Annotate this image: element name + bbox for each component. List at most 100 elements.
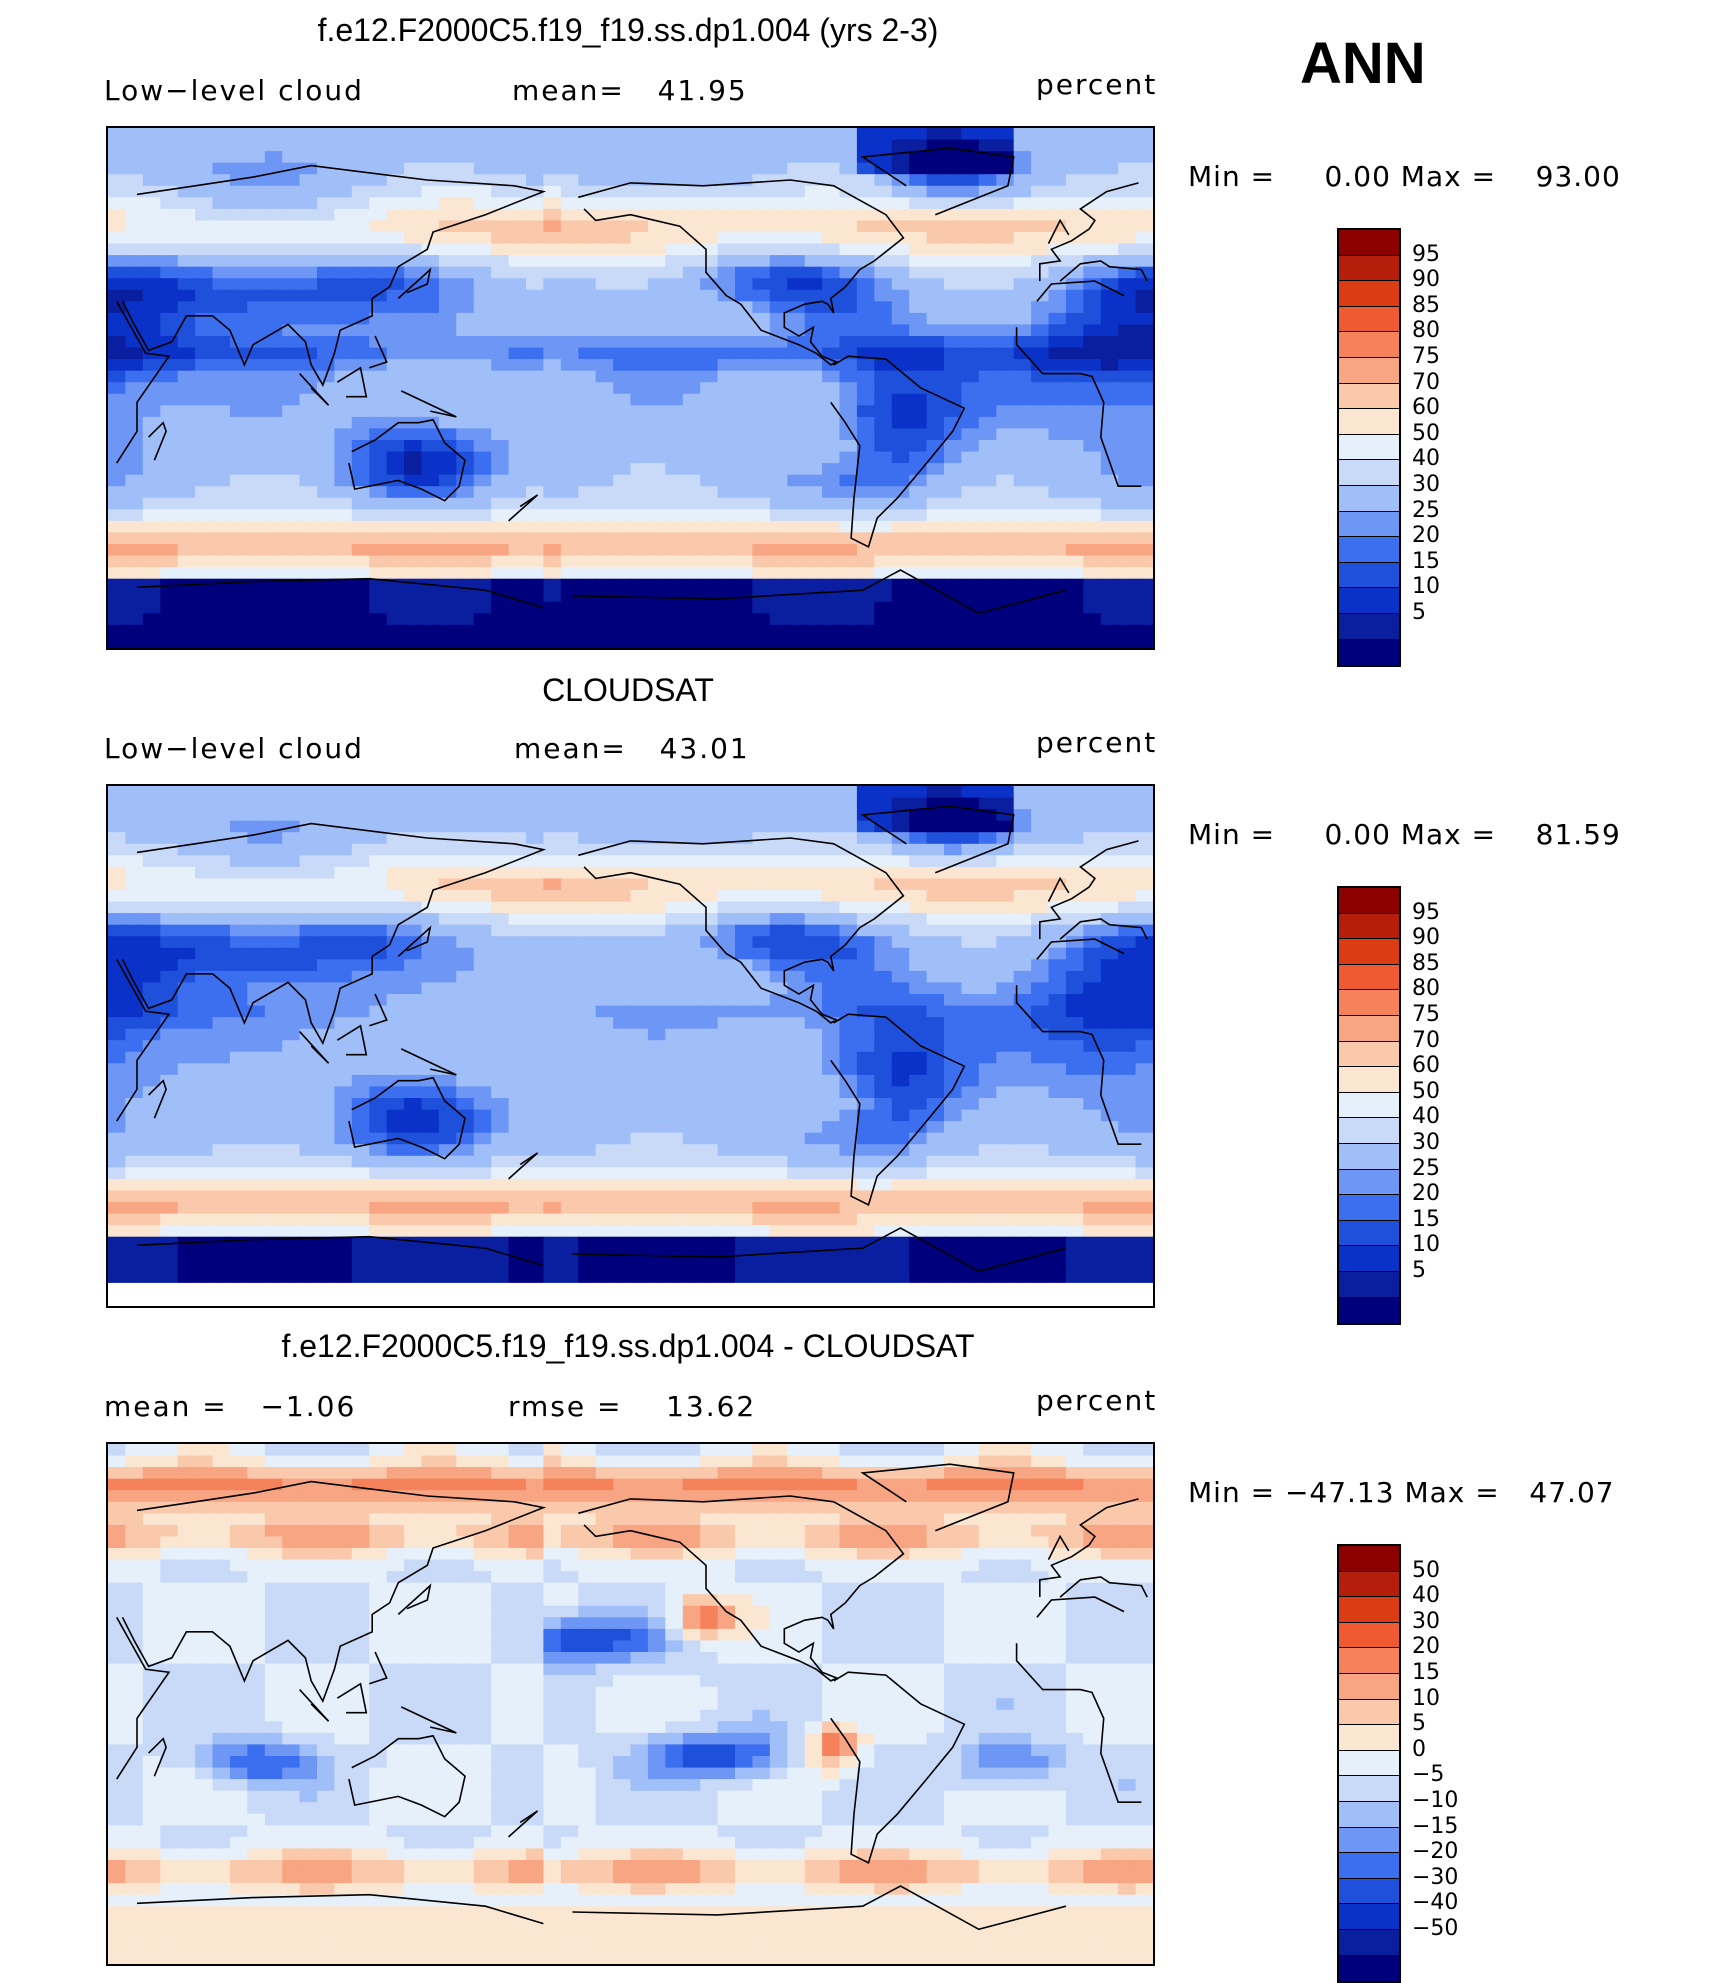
field-cell xyxy=(125,832,143,844)
field-cell xyxy=(439,1167,457,1179)
field-cell xyxy=(247,1179,265,1191)
field-cell xyxy=(439,602,457,614)
field-cell xyxy=(561,913,579,925)
field-cell xyxy=(1118,567,1136,579)
field-cell xyxy=(578,613,596,625)
field-cell xyxy=(648,844,666,856)
field-cell xyxy=(108,982,126,994)
field-cell xyxy=(143,936,161,948)
field-cell xyxy=(491,1202,509,1214)
field-cell xyxy=(1101,244,1119,256)
field-cell xyxy=(282,301,300,313)
field-cell xyxy=(683,855,701,867)
field-cell xyxy=(317,1144,335,1156)
field-cell xyxy=(247,521,265,533)
field-cells xyxy=(108,128,1153,648)
field-cell xyxy=(230,290,248,302)
field-cell xyxy=(334,971,352,983)
field-cell xyxy=(874,255,892,267)
field-cell xyxy=(874,786,892,798)
field-cell xyxy=(125,463,143,475)
field-cell xyxy=(752,821,770,833)
field-cell xyxy=(334,1167,352,1179)
field-cell xyxy=(683,1121,701,1133)
field-cell xyxy=(805,475,823,487)
field-cell xyxy=(718,1144,736,1156)
field-cell xyxy=(683,521,701,533)
field-cell xyxy=(143,890,161,902)
field-cell xyxy=(369,1029,387,1041)
field-cell xyxy=(805,290,823,302)
field-cell xyxy=(352,798,370,810)
map-canvas xyxy=(108,128,1153,648)
field-cell xyxy=(735,579,753,591)
field-cell xyxy=(474,244,492,256)
field-cell xyxy=(352,1202,370,1214)
field-cell xyxy=(874,890,892,902)
field-cell xyxy=(1083,1121,1101,1133)
field-cell xyxy=(979,348,997,360)
field-cell xyxy=(195,255,213,267)
field-cell xyxy=(996,301,1014,313)
field-cell xyxy=(404,925,422,937)
field-cell xyxy=(474,1110,492,1122)
field-cell xyxy=(1118,313,1136,325)
field-cell xyxy=(1014,971,1032,983)
field-cell xyxy=(334,636,352,648)
field-cell xyxy=(195,1075,213,1087)
field-cell xyxy=(979,428,997,440)
field-cell xyxy=(125,579,143,591)
field-cell xyxy=(735,463,753,475)
field-cell xyxy=(683,348,701,360)
field-cell xyxy=(631,394,649,406)
field-cell xyxy=(160,832,178,844)
field-cell xyxy=(1136,1086,1153,1098)
field-cell xyxy=(456,902,474,914)
field-cell xyxy=(387,509,405,521)
field-cell xyxy=(334,394,352,406)
field-cell xyxy=(456,1190,474,1202)
field-cell xyxy=(1118,1040,1136,1052)
field-cell xyxy=(213,994,231,1006)
field-cell xyxy=(1031,809,1049,821)
field-cell xyxy=(631,994,649,1006)
field-cell xyxy=(352,1075,370,1087)
field-cell xyxy=(892,1040,910,1052)
field-cell xyxy=(282,1040,300,1052)
field-cell xyxy=(857,417,875,429)
field-cell xyxy=(718,925,736,937)
field-cell xyxy=(578,579,596,591)
field-cell xyxy=(648,509,666,521)
field-cell xyxy=(892,174,910,186)
field-cell xyxy=(300,278,318,290)
field-cell xyxy=(770,197,788,209)
field-cell xyxy=(387,786,405,798)
field-cell xyxy=(265,521,283,533)
field-cell xyxy=(282,313,300,325)
field-cell xyxy=(561,140,579,152)
field-cell xyxy=(213,324,231,336)
field-cell xyxy=(909,197,927,209)
field-cell xyxy=(1118,1190,1136,1202)
field-cell xyxy=(718,1133,736,1145)
field-cell xyxy=(874,613,892,625)
field-cell xyxy=(334,498,352,510)
field-cell xyxy=(1136,625,1153,637)
field-cell xyxy=(317,128,335,140)
field-cell xyxy=(247,486,265,498)
field-cell xyxy=(404,197,422,209)
field-cell xyxy=(805,867,823,879)
field-cell xyxy=(578,809,596,821)
field-cell xyxy=(439,417,457,429)
field-cell xyxy=(491,971,509,983)
field-cell xyxy=(213,867,231,879)
field-cell xyxy=(718,394,736,406)
field-cell xyxy=(195,821,213,833)
field-cell xyxy=(787,244,805,256)
field-cell xyxy=(787,1052,805,1064)
field-cell xyxy=(317,209,335,221)
field-cell xyxy=(369,798,387,810)
field-cell xyxy=(631,232,649,244)
field-cell xyxy=(543,1110,561,1122)
field-cell xyxy=(387,405,405,417)
